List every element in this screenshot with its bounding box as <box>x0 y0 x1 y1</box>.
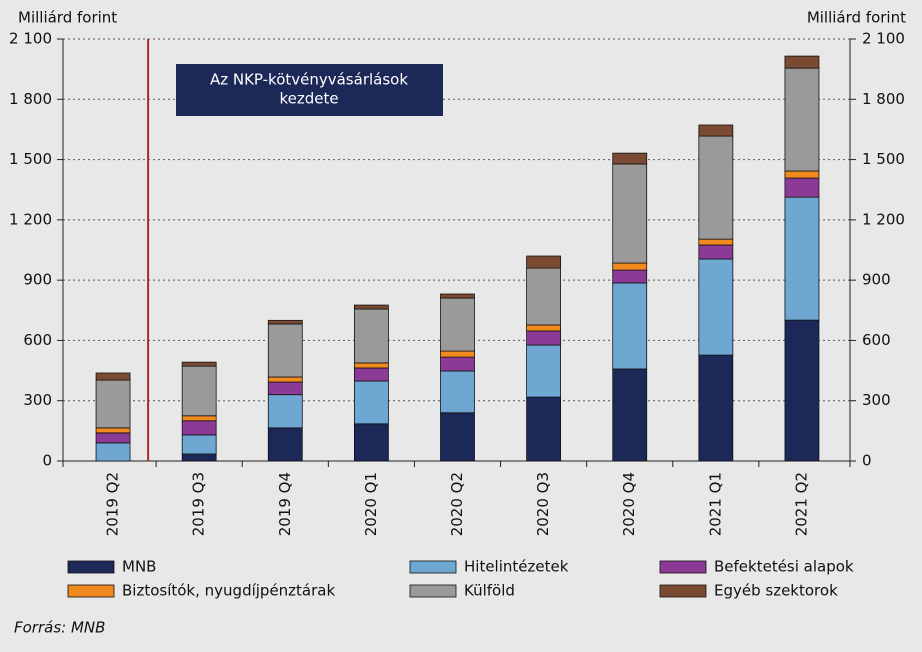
y-axis-label: Milliárd forint <box>18 9 117 27</box>
bar-segment <box>353 367 389 382</box>
bar-segment <box>698 354 734 462</box>
x-tick-label: 2020 Q3 <box>534 472 552 536</box>
bar-segment <box>612 262 648 271</box>
legend-label: Külföld <box>464 582 515 600</box>
x-tick-label: 2020 Q4 <box>620 472 638 536</box>
x-tick-label: 2019 Q2 <box>104 472 122 536</box>
bar-segment <box>353 304 389 310</box>
bar-segment <box>95 379 131 429</box>
legend-label: Egyéb szektorok <box>714 582 838 600</box>
bar-segment <box>181 365 217 417</box>
y-tick-label: 1 500 <box>9 150 52 168</box>
bar-segment <box>267 427 303 462</box>
bar-segment <box>267 319 303 325</box>
legend-label: Biztosítók, nyugdíjpénztárak <box>122 582 335 600</box>
legend-swatch <box>67 560 115 574</box>
legend-label: Befektetési alapok <box>714 558 854 576</box>
bar-segment <box>612 282 648 370</box>
bar-segment <box>181 361 217 367</box>
y2-tick-label: 1 500 <box>862 150 905 168</box>
y2-tick-label: 300 <box>862 391 891 409</box>
bar-segment <box>698 124 734 137</box>
bar-segment <box>95 432 131 444</box>
annotation-text: kezdete <box>279 90 338 108</box>
y-tick-label: 600 <box>23 331 52 349</box>
bar-segment <box>612 152 648 165</box>
x-tick-label: 2019 Q4 <box>276 472 294 536</box>
x-tick-label: 2019 Q3 <box>190 472 208 536</box>
x-tick-label: 2020 Q2 <box>448 472 466 536</box>
bar-segment <box>526 344 562 398</box>
y-tick-label: 1 800 <box>9 90 52 108</box>
bar-segment <box>698 238 734 246</box>
bar-segment <box>267 323 303 378</box>
legend-swatch <box>67 584 115 598</box>
bar-segment <box>698 135 734 240</box>
y-tick-label: 900 <box>23 271 52 289</box>
y2-tick-label: 2 100 <box>862 30 905 48</box>
bar-segment <box>784 319 820 462</box>
legend-swatch <box>659 560 707 574</box>
y-tick-label: 1 200 <box>9 210 52 228</box>
bar-segment <box>526 396 562 462</box>
y2-tick-label: 900 <box>862 271 891 289</box>
x-tick-label: 2021 Q1 <box>706 472 724 536</box>
bar-segment <box>181 453 217 462</box>
y2-tick-label: 600 <box>862 331 891 349</box>
bar-segment <box>440 412 475 462</box>
bar-segment <box>95 372 131 381</box>
bar-segment <box>440 370 475 414</box>
x-tick-label: 2021 Q2 <box>792 472 810 536</box>
source: Forrás: MNB <box>14 619 105 637</box>
bar-segment <box>784 196 820 321</box>
bar-segment <box>353 380 389 425</box>
bar-segment <box>612 368 648 462</box>
bar-segment <box>784 170 820 179</box>
bar-segment <box>526 255 562 269</box>
bar-segment <box>612 163 648 264</box>
bar-segment <box>698 258 734 356</box>
y2-tick-label: 0 <box>862 452 872 470</box>
annotation-box <box>176 64 443 116</box>
bar-segment <box>784 55 820 69</box>
bar-segment <box>95 427 131 434</box>
bar-segment <box>440 293 475 299</box>
y-tick-label: 0 <box>42 452 52 470</box>
y2-tick-label: 1 200 <box>862 210 905 228</box>
y2-tick-label: 1 800 <box>862 90 905 108</box>
bar-segment <box>353 308 389 364</box>
x-tick-label: 2020 Q1 <box>362 472 380 536</box>
bar-segment <box>353 362 389 369</box>
y-tick-label: 300 <box>23 391 52 409</box>
bar-segment <box>440 356 475 372</box>
legend-swatch <box>659 584 707 598</box>
bar-segment <box>526 267 562 326</box>
y2-axis-label: Milliárd forint <box>807 9 906 27</box>
bar-segment <box>267 381 303 396</box>
bar-segment <box>784 177 820 198</box>
bar-segment <box>698 244 734 260</box>
y-tick-label: 2 100 <box>9 30 52 48</box>
bar-segment <box>440 350 475 358</box>
bar-segment <box>612 269 648 284</box>
bar-segment <box>95 442 131 462</box>
legend-label: MNB <box>122 558 156 576</box>
legend-label: Hitelintézetek <box>464 558 569 576</box>
bar-segment <box>181 415 217 422</box>
bar-segment <box>353 423 389 462</box>
bar-segment <box>784 67 820 172</box>
bar-segment <box>181 420 217 436</box>
legend-swatch <box>409 560 457 574</box>
annotation-text: Az NKP-kötvényvásárlások <box>210 71 408 89</box>
bar-segment <box>526 324 562 332</box>
legend-swatch <box>409 584 457 598</box>
bar-segment <box>267 376 303 383</box>
bar-segment <box>267 394 303 429</box>
bar-segment <box>181 434 217 455</box>
bar-segment <box>440 297 475 352</box>
bar-segment <box>526 330 562 346</box>
